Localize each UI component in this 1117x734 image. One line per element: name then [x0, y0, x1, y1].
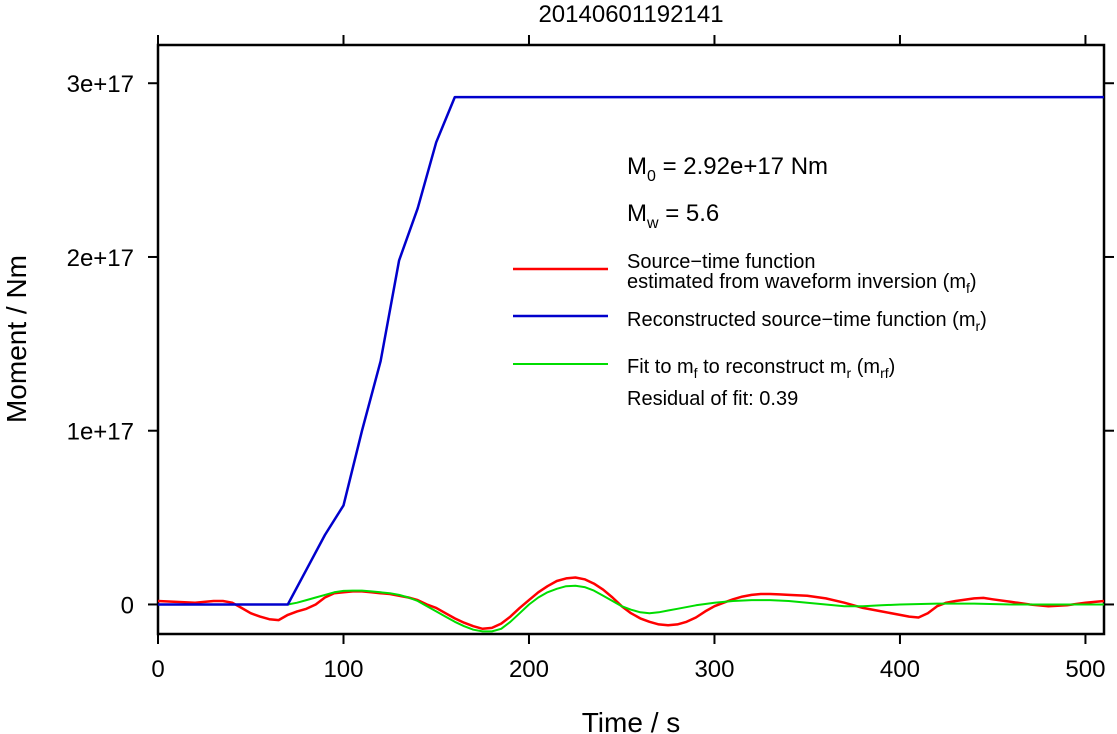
legend-text: to reconstruct m: [698, 356, 847, 378]
plot-area: [156, 43, 1106, 636]
x-axis-label: Time / s: [582, 707, 681, 734]
legend-subscript: r: [847, 365, 852, 381]
legend-label-source-time-function-line2: estimated from waveform inversion (mf): [627, 271, 977, 296]
m0-annotation: M0 = 2.92e+17 Nm: [627, 153, 828, 185]
mw-annotation: Mw = 5.6: [627, 200, 719, 232]
plot-frame: [156, 43, 1106, 636]
legend-subscript: f: [694, 365, 698, 381]
residual-annotation: Residual of fit: 0.39: [627, 388, 798, 410]
x-tick-label: 100: [323, 656, 363, 683]
legend-text: Reconstructed source−time function (m: [627, 309, 976, 331]
legend-subscript: f: [966, 280, 970, 296]
legend-label-reconstructed: Reconstructed source−time function (mr): [627, 309, 987, 334]
legend-text: ): [970, 271, 977, 293]
m0-symbol: M: [627, 153, 647, 180]
x-tick-label: 200: [509, 656, 549, 683]
x-tick-label: 0: [151, 656, 164, 683]
legend-label-source-time-function-line1: Source−time function: [627, 251, 815, 273]
series-line-0: [157, 576, 1105, 631]
x-tick-label: 400: [880, 656, 920, 683]
m0-subscript: 0: [647, 168, 656, 185]
series-layer: [157, 95, 1105, 633]
legend-text: (m: [851, 356, 880, 378]
x-tick-label: 500: [1065, 656, 1105, 683]
y-tick-label: 3e+17: [67, 71, 134, 98]
x-axis: 0 100 200 300 400 500: [151, 35, 1105, 683]
series-line-2: [158, 584, 1104, 633]
y-tick-label: 1e+17: [67, 419, 134, 446]
legend-text: ): [889, 356, 896, 378]
legend-subscript: r: [976, 318, 981, 334]
y-tick-label: 2e+17: [67, 245, 134, 272]
mw-symbol: M: [627, 200, 647, 227]
mw-value: = 5.6: [659, 200, 720, 227]
chart-title: 20140601192141: [538, 1, 723, 28]
legend-subscript: rf: [880, 365, 889, 381]
legend-text: ): [980, 309, 987, 331]
y-tick-label: 0: [121, 592, 134, 619]
legend: Source−time function estimated from wave…: [513, 251, 987, 410]
y-axis-label: Moment / Nm: [1, 255, 32, 423]
mw-subscript: w: [646, 215, 659, 232]
legend-text: estimated from waveform inversion (m: [627, 271, 966, 293]
m0-value: = 2.92e+17 Nm: [656, 153, 828, 180]
legend-label-fit: Fit to mf to reconstruct mr (mrf): [627, 356, 895, 381]
series-line-1: [158, 95, 1104, 606]
x-tick-label: 300: [694, 656, 734, 683]
y-axis: 0 1e+17 2e+17 3e+17: [67, 71, 1114, 619]
legend-text: Fit to m: [627, 356, 694, 378]
